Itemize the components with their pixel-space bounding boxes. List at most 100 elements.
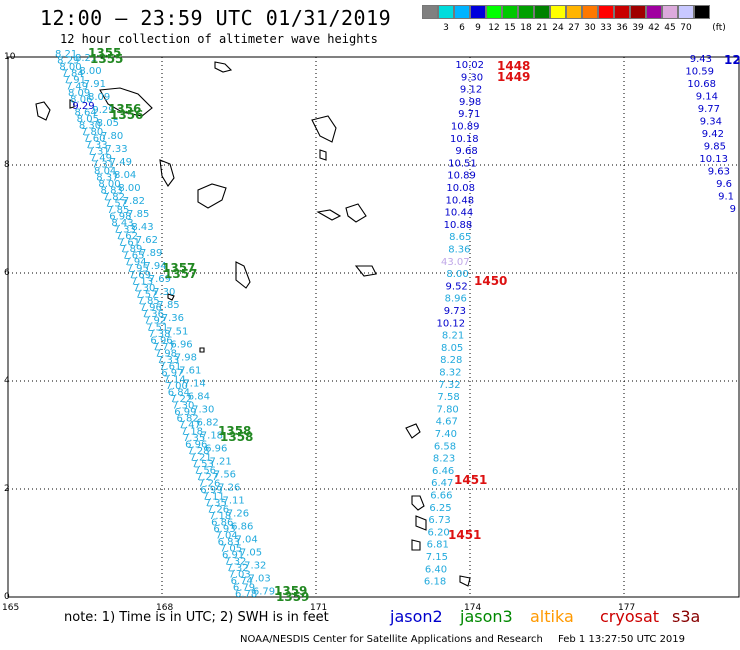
footer-note: note: 1) Time is in UTC; 2) SWH is in fe… (64, 610, 329, 625)
swh-value-label: 7.94 (144, 261, 166, 272)
swh-value-label: 6.46 (432, 466, 454, 477)
swh-value-label: 8.00 (79, 66, 101, 77)
swh-value-label: 7.35 (205, 498, 227, 509)
swh-value-label: 9.12 (460, 85, 482, 96)
swh-value-label: 7.21 (189, 452, 211, 463)
swh-value-label: 9.1 (718, 192, 734, 203)
swh-value-label: 9.71 (458, 109, 480, 120)
legend-label: 12 (488, 23, 500, 33)
x-tick-label: 165 (2, 603, 20, 613)
swh-value-label: 8.04 (114, 170, 136, 181)
swh-value-label: 8.09 (68, 88, 90, 99)
swh-value-label: 7.04 (215, 530, 237, 541)
swh-value-label: 7.61 (118, 238, 140, 249)
swh-value-label: 7.85 (107, 205, 129, 216)
swh-value-label: 7.53 (192, 459, 214, 470)
pass-time-label: 1356 (108, 102, 141, 116)
credit-text: NOAA/NESDIS Center for Satellite Applica… (240, 634, 543, 645)
swh-value-label: 7.80 (437, 404, 459, 415)
swh-value-label: 9.98 (459, 97, 481, 108)
swh-value-label: 6.96 (170, 339, 192, 350)
swh-value-label: 7.27 (196, 472, 218, 483)
legend-swatch (566, 5, 582, 19)
island-outline (159, 159, 175, 187)
legend-swatch (486, 5, 502, 19)
swh-value-label: 4.67 (436, 417, 458, 428)
island-outline (316, 209, 342, 221)
swh-value-label: 7.91 (84, 79, 106, 90)
legend-label: 30 (584, 23, 596, 33)
swh-value-label: 6.73 (428, 515, 450, 526)
swh-value-label: 8.96 (445, 294, 467, 305)
swh-value-label: 10.18 (450, 134, 479, 145)
legend-label: 21 (536, 23, 548, 33)
swh-value-label: 7.33 (157, 355, 179, 366)
satellite-cryosat: cryosat (600, 607, 660, 626)
legend-swatch (534, 5, 550, 19)
swh-value-label: 7.36 (142, 309, 164, 320)
swh-value-label: 10.68 (687, 79, 716, 90)
swh-value-label: 7.18 (209, 511, 231, 522)
swh-value-label: 7.30 (153, 287, 175, 298)
swh-value-label: 7.30 (172, 400, 194, 411)
legend-label: 6 (459, 23, 465, 33)
swh-value-label: 7.13 (131, 277, 153, 288)
swh-value-label: 6.18 (424, 577, 446, 588)
swh-value-label: 7.33 (105, 144, 127, 155)
swh-value-label: 9.85 (704, 142, 726, 153)
page-title: 12:00 — 23:59 UTC 01/31/2019 (40, 6, 392, 30)
swh-value-label: 7.26 (198, 478, 220, 489)
satellite-jason2: jason2 (390, 607, 443, 626)
y-tick-label: 8 (4, 160, 10, 170)
swh-value-label: 7.15 (426, 552, 448, 563)
satellite-s3a: s3a (672, 607, 701, 626)
pass-time-label: 1359 (276, 590, 309, 604)
satellite-altika: altika (530, 607, 574, 626)
legend-swatch (630, 5, 646, 19)
swh-value-label: 9.29 (92, 105, 114, 116)
swh-value-label: 8.23 (433, 454, 455, 465)
swh-value-label: 6.47 (431, 478, 453, 489)
map-frame (7, 56, 740, 598)
swh-value-label: 8.43 (131, 222, 153, 233)
x-tick-label: 174 (464, 603, 482, 613)
swh-value-label: 7.58 (437, 392, 459, 403)
swh-value-label: 8.00 (446, 269, 468, 280)
swh-value-label: 7.32 (226, 563, 248, 574)
swh-value-label: 7.30 (192, 404, 214, 415)
swh-value-label: 7.14 (163, 374, 185, 385)
legend-swatch (582, 5, 598, 19)
swh-value-label: 10.88 (444, 220, 473, 231)
swh-value-label: 43.07 (441, 257, 470, 268)
swh-value-label: 8.00 (59, 62, 81, 73)
swh-value-label: 6.79 (233, 582, 255, 593)
swh-value-label: 6.91 (222, 550, 244, 561)
swh-value-label: 9.42 (702, 129, 724, 140)
island-outline (354, 265, 377, 277)
legend-swatch (438, 5, 454, 19)
swh-value-label: 7.92 (144, 316, 166, 327)
y-tick-label: 4 (4, 376, 10, 386)
swh-value-label: 7.35 (183, 433, 205, 444)
pass-time-label: 1358 (218, 424, 251, 438)
swh-value-label: 6.93 (213, 524, 235, 535)
swh-value-label: 12 (724, 53, 740, 67)
swh-value-label: 7.94 (124, 257, 146, 268)
swh-value-label: 9.63 (708, 167, 730, 178)
x-tick-label: 171 (310, 603, 328, 613)
swh-value-label: 7.05 (220, 543, 242, 554)
swh-value-label: 7.05 (240, 547, 262, 558)
legend-label: 9 (475, 23, 481, 33)
swh-value-label: 8.21 (442, 331, 464, 342)
legend-label: 27 (568, 23, 580, 33)
swh-value-label: 7.85 (127, 209, 149, 220)
legend-swatch (502, 5, 518, 19)
swh-value-label: 6.79 (253, 586, 275, 597)
legend-label: 18 (520, 23, 532, 33)
swh-value-label: 6.97 (161, 368, 183, 379)
swh-value-label: 7.82 (123, 196, 145, 207)
swh-value-label: 7.62 (136, 235, 158, 246)
swh-value-label: 6.96 (205, 443, 227, 454)
swh-value-label: 9.68 (455, 146, 477, 157)
